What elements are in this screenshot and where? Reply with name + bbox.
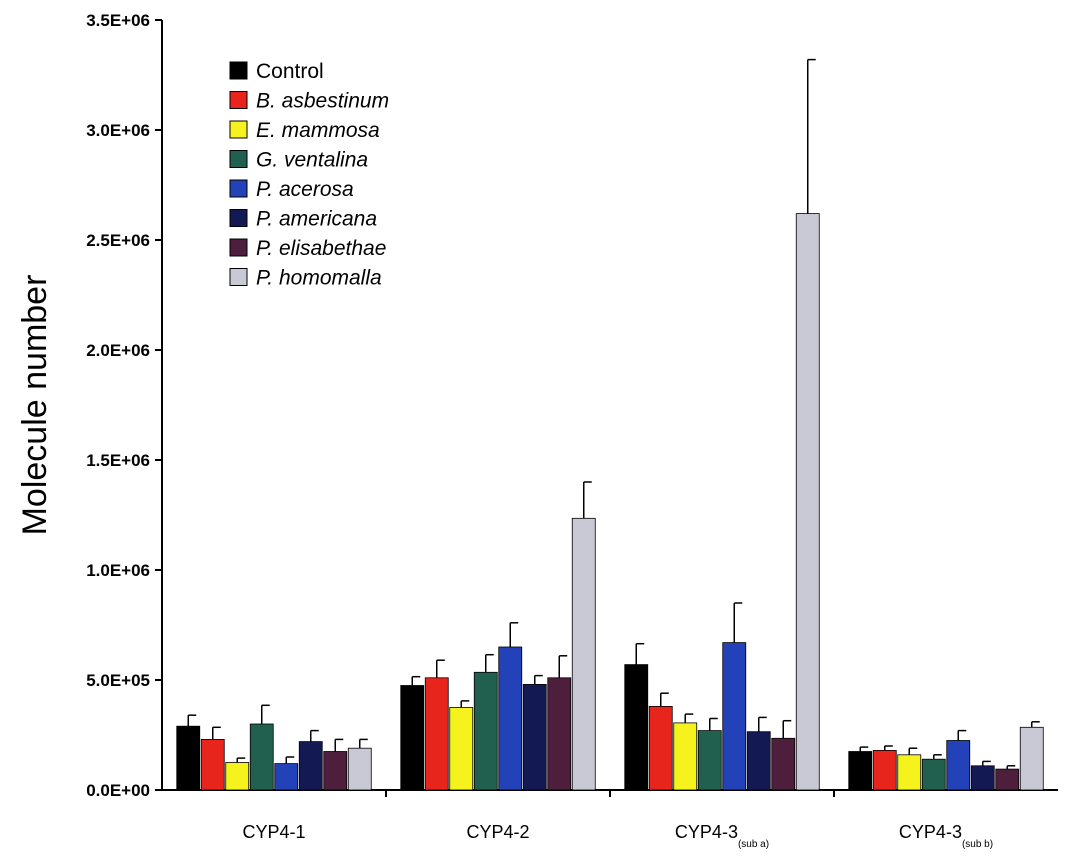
y-tick-label: 1.0E+06 [86,561,150,580]
legend-swatch [229,268,248,286]
legend-label: G. ventalina [256,149,368,172]
legend-label: Control [256,60,324,83]
x-tick-label: CYP4-3(sub b) [899,822,993,850]
bar [872,750,897,791]
legend-swatch [229,61,248,80]
bar [298,741,323,791]
bar [225,762,250,791]
y-tick-label: 2.5E+06 [86,231,150,250]
bar [995,768,1020,791]
y-tick-label: 2.0E+06 [86,341,150,360]
x-tick-label: CYP4-1 [242,822,305,842]
legend-label: E. mammosa [256,119,380,142]
legend-label: B. asbestinum [256,90,389,113]
bar [848,751,873,791]
bar [624,664,649,791]
bar [249,723,274,791]
bar [673,722,698,791]
bar [897,754,922,791]
legend-swatch [229,209,248,227]
bar [498,646,523,791]
bar [1019,726,1044,791]
bar [347,747,372,791]
bar [697,730,722,791]
bar [473,671,498,791]
bar [274,763,299,791]
y-tick-label: 3.5E+06 [86,11,150,30]
y-tick-label: 1.5E+06 [86,451,150,470]
legend-swatch [229,120,248,139]
y-tick-label: 3.0E+06 [86,121,150,140]
bar [323,751,348,791]
bar [449,707,474,791]
y-tick-label: 5.0E+05 [86,671,150,690]
bar [946,740,971,791]
bar [547,677,572,791]
legend-label: P. homomalla [256,267,382,290]
bar [648,706,673,791]
bar [795,213,820,791]
bar [400,685,425,791]
legend-swatch [229,179,248,198]
legend-swatch [229,238,248,257]
bar [424,677,449,791]
y-tick-label: 0.0E+00 [86,781,150,800]
bar [771,737,796,791]
bar [970,765,995,791]
legend-swatch [229,150,248,168]
legend-label: P. americana [256,208,377,231]
legend-label: P. elisabethae [256,237,386,260]
bar [571,517,596,791]
bar [921,758,946,791]
x-tick-label: CYP4-3(sub a) [675,822,769,850]
legend-label: P. acerosa [256,178,354,201]
y-axis-title: Molecule number [16,275,54,536]
bar [176,725,201,791]
bar [522,684,547,791]
x-tick-label: CYP4-2 [466,822,529,842]
legend-swatch [229,91,248,109]
bar [722,642,747,791]
bar [200,739,225,791]
bar [746,731,771,791]
